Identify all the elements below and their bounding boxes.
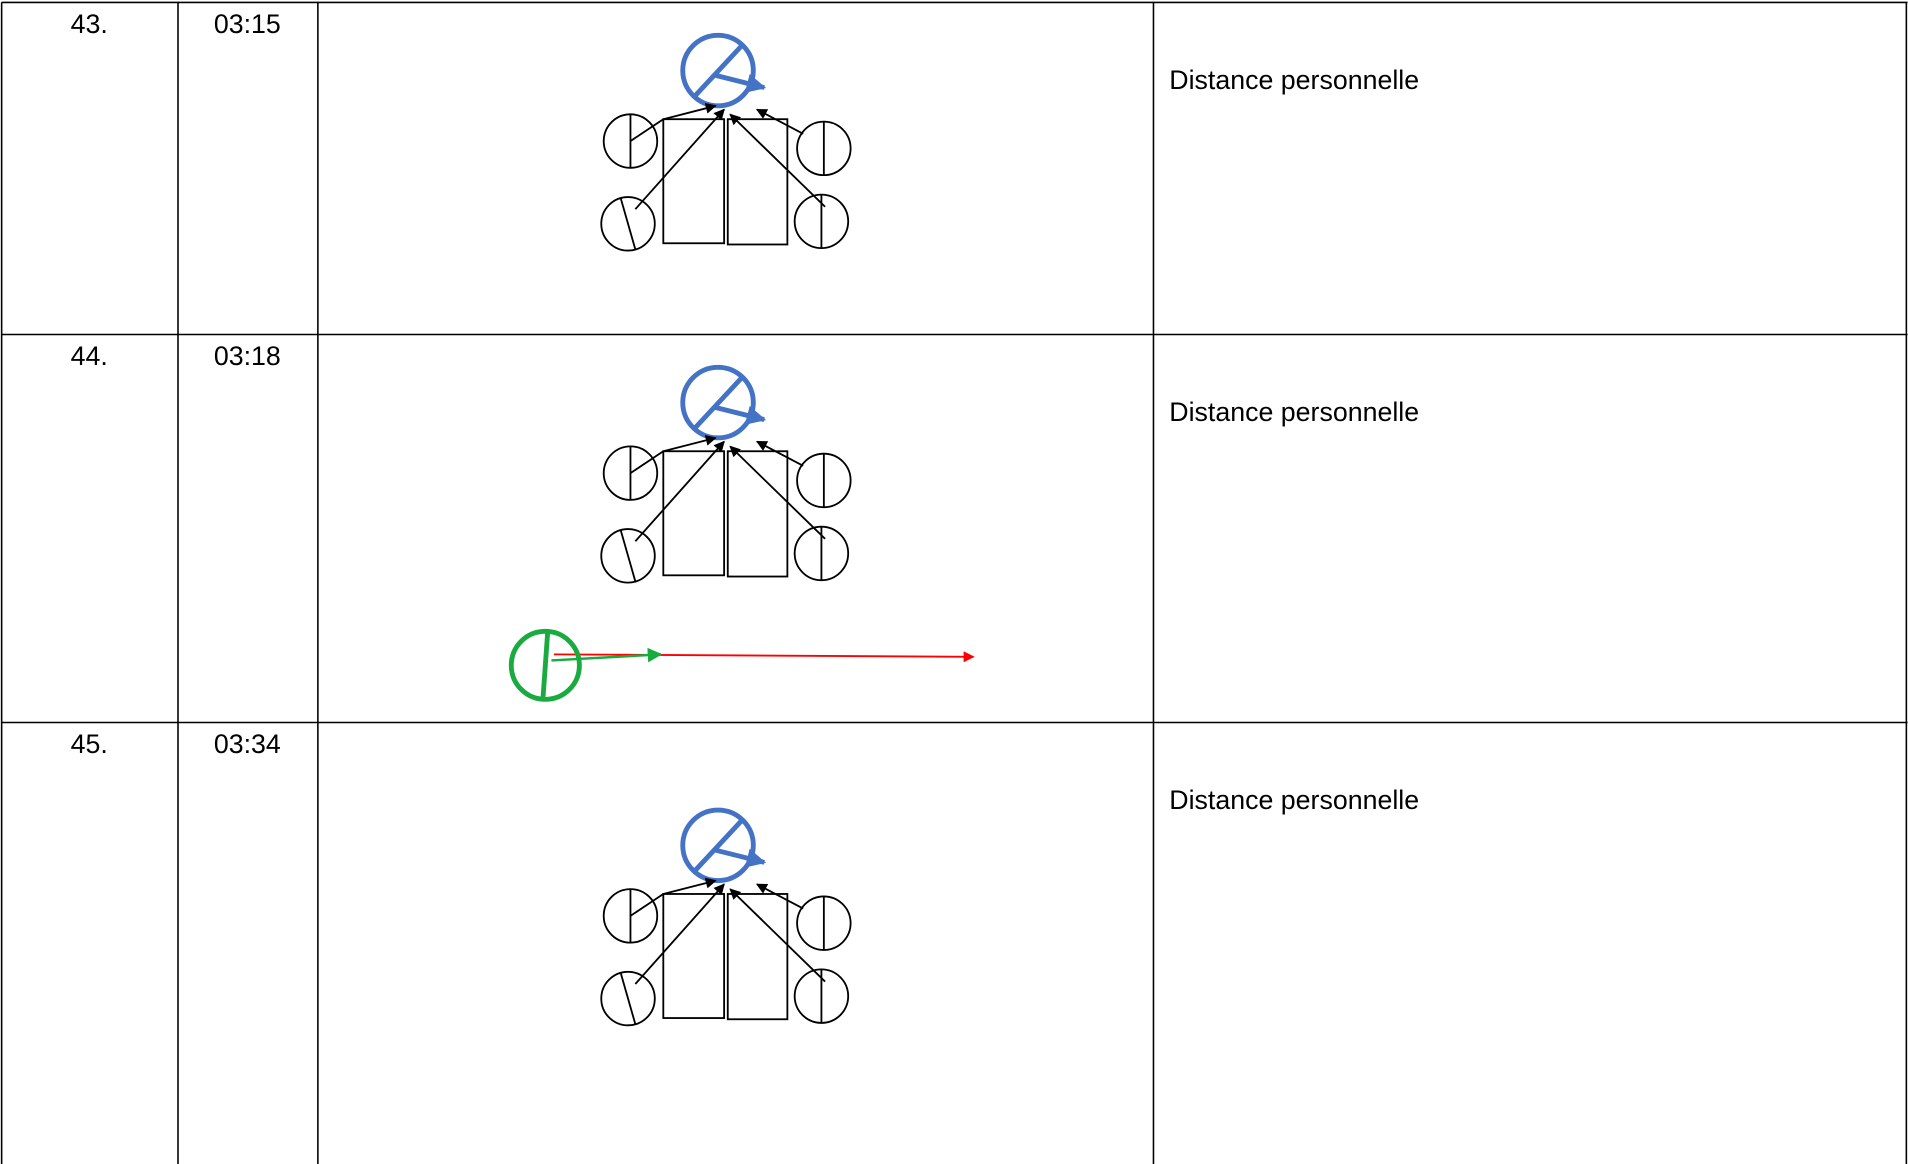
row-description: Distance personnelle bbox=[1169, 785, 1419, 815]
row-time: 03:34 bbox=[214, 729, 281, 759]
passer-by bbox=[508, 628, 975, 702]
row-time: 03:15 bbox=[214, 9, 281, 39]
row-number: 44. bbox=[71, 341, 108, 371]
row-time: 03:18 bbox=[214, 341, 281, 371]
seating-diagram bbox=[601, 35, 850, 250]
seating-diagram bbox=[601, 367, 850, 582]
seating-diagram bbox=[601, 810, 850, 1025]
row-number: 45. bbox=[71, 729, 108, 759]
row-description: Distance personnelle bbox=[1169, 65, 1419, 95]
row-description: Distance personnelle bbox=[1169, 397, 1419, 427]
scene-diagrams bbox=[508, 35, 975, 1025]
row-number: 43. bbox=[71, 9, 108, 39]
cell-texts: 43. 03:15 Distance personnelle 44. 03:18 Dist… bbox=[71, 9, 1419, 815]
